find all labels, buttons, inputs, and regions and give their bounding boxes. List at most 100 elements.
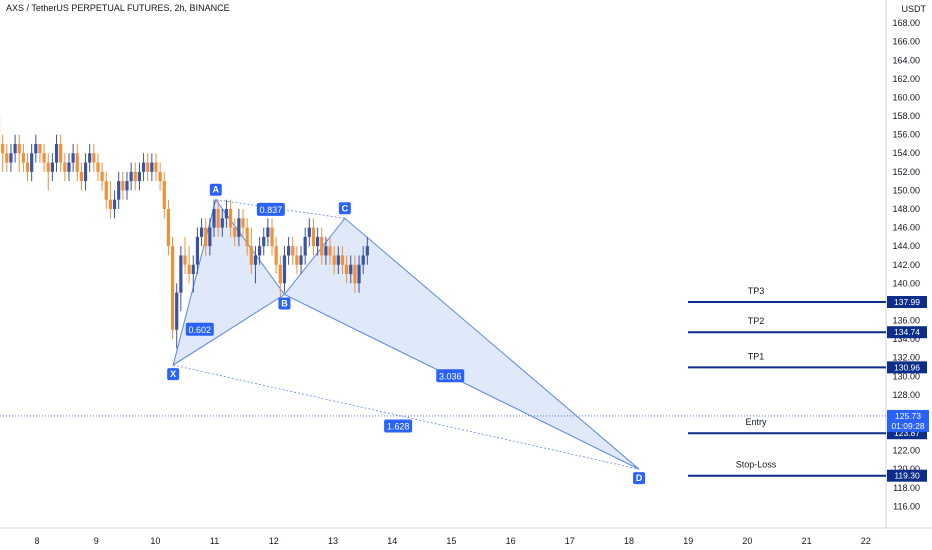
candle-body [249,246,253,265]
level-label-tp2: TP2 [748,316,765,326]
price-tick-label: 130.00 [892,371,920,381]
time-tick-label: 11 [210,536,219,546]
pattern-xb-dashed [172,294,285,366]
candle-body [365,246,369,256]
candle-body [5,153,9,163]
candle-body [154,162,158,172]
candle-body [274,246,278,265]
candle-body [141,162,146,172]
candle-body [75,153,79,172]
time-tick-label: 8 [34,536,39,546]
time-tick-label: 19 [683,536,693,546]
candle-body [162,181,166,209]
price-tick-label: 118.00 [893,483,920,493]
candle-body [21,153,25,163]
candle-body [25,162,30,172]
candle-body [353,264,357,284]
pattern-point-c-badge [338,202,351,215]
candle-body [117,181,121,200]
price-tick-label: 166.00 [892,37,920,47]
current-price-tag [887,409,929,432]
candle-body [295,255,299,265]
candle-body [88,153,92,163]
candle-body [241,218,245,228]
candle-body [133,171,137,182]
time-tick-label: 18 [624,536,634,546]
price-tag-stop-loss [887,469,927,482]
price-tick-label: 140.00 [892,278,920,288]
price-tag-text-tp2: 134.74 [894,327,920,337]
candle-body [208,227,212,247]
ratio-label-0: 0.837 [260,205,283,215]
pattern-point-b-badge [278,297,291,310]
candle-body [307,227,311,237]
candle-body [303,236,307,256]
candle-body [361,255,365,265]
pattern-point-x-label: X [170,369,176,379]
level-label-tp1: TP1 [748,351,765,361]
candle-body [96,162,100,172]
candle-body [1,143,5,154]
candle-body [253,255,258,265]
candle-body [137,171,142,182]
price-tick-label: 116.00 [893,501,920,511]
price-tick-label: 168.00 [892,18,920,28]
candle-body [179,255,183,293]
candle-body [191,264,195,275]
candle-body [195,236,200,265]
candle-body [42,153,46,163]
price-tick-label: 128.00 [892,390,920,400]
candle-body [146,162,150,172]
candle-body [9,153,13,163]
candle-body [50,162,54,172]
candle-body [282,255,287,284]
time-tick-label: 16 [506,536,516,546]
candle-body [79,171,83,182]
candle-body [287,246,291,256]
pattern-point-c-label: C [342,203,349,213]
candle-body [187,264,191,275]
ratio-badge-0 [256,202,285,216]
price-tag-tp1 [887,361,927,374]
candle-body [270,227,274,247]
candle-body [212,208,216,228]
price-tick-label: 120.00 [892,464,920,474]
candle-body [291,246,295,256]
ratio-badge-3 [384,419,413,433]
time-tick-label: 9 [94,536,99,546]
price-tag-text-stop-loss: 119.30 [894,471,920,481]
ratio-label-1: 0.602 [189,325,212,335]
time-tick-label: 20 [742,536,752,546]
candle-body [340,255,345,265]
candle-body [316,236,320,247]
candle-body [63,162,67,172]
price-tag-text-tp3: 137.99 [894,297,920,307]
candle-body [237,218,241,237]
price-tag-text-tp1: 130.96 [894,362,920,372]
time-tick-label: 13 [328,536,338,546]
candle-body [125,181,129,191]
pattern-point-d-label: D [636,473,643,483]
pattern-point-d-badge [633,472,646,485]
candle-body [311,227,316,247]
candle-body [324,246,328,256]
price-tick-label: 136.00 [892,316,920,326]
current-price-countdown: 01:09:28 [891,421,924,431]
price-tick-label: 154.00 [892,148,920,158]
candle-body [204,227,208,247]
candle-body [336,255,340,265]
candle-body [104,181,108,200]
candle-body [199,227,204,237]
candle-body [100,171,104,182]
price-tick-label: 152.00 [892,167,920,177]
candle-body [34,143,38,154]
candle-body [266,227,270,237]
candle-body [216,208,220,228]
candle-body [257,246,262,256]
price-tag-tp3 [887,296,927,309]
currency-label: USDT [902,4,927,14]
time-tick-label: 17 [565,536,575,546]
price-axis[interactable] [886,0,932,550]
price-tick-label: 122.00 [892,446,920,456]
